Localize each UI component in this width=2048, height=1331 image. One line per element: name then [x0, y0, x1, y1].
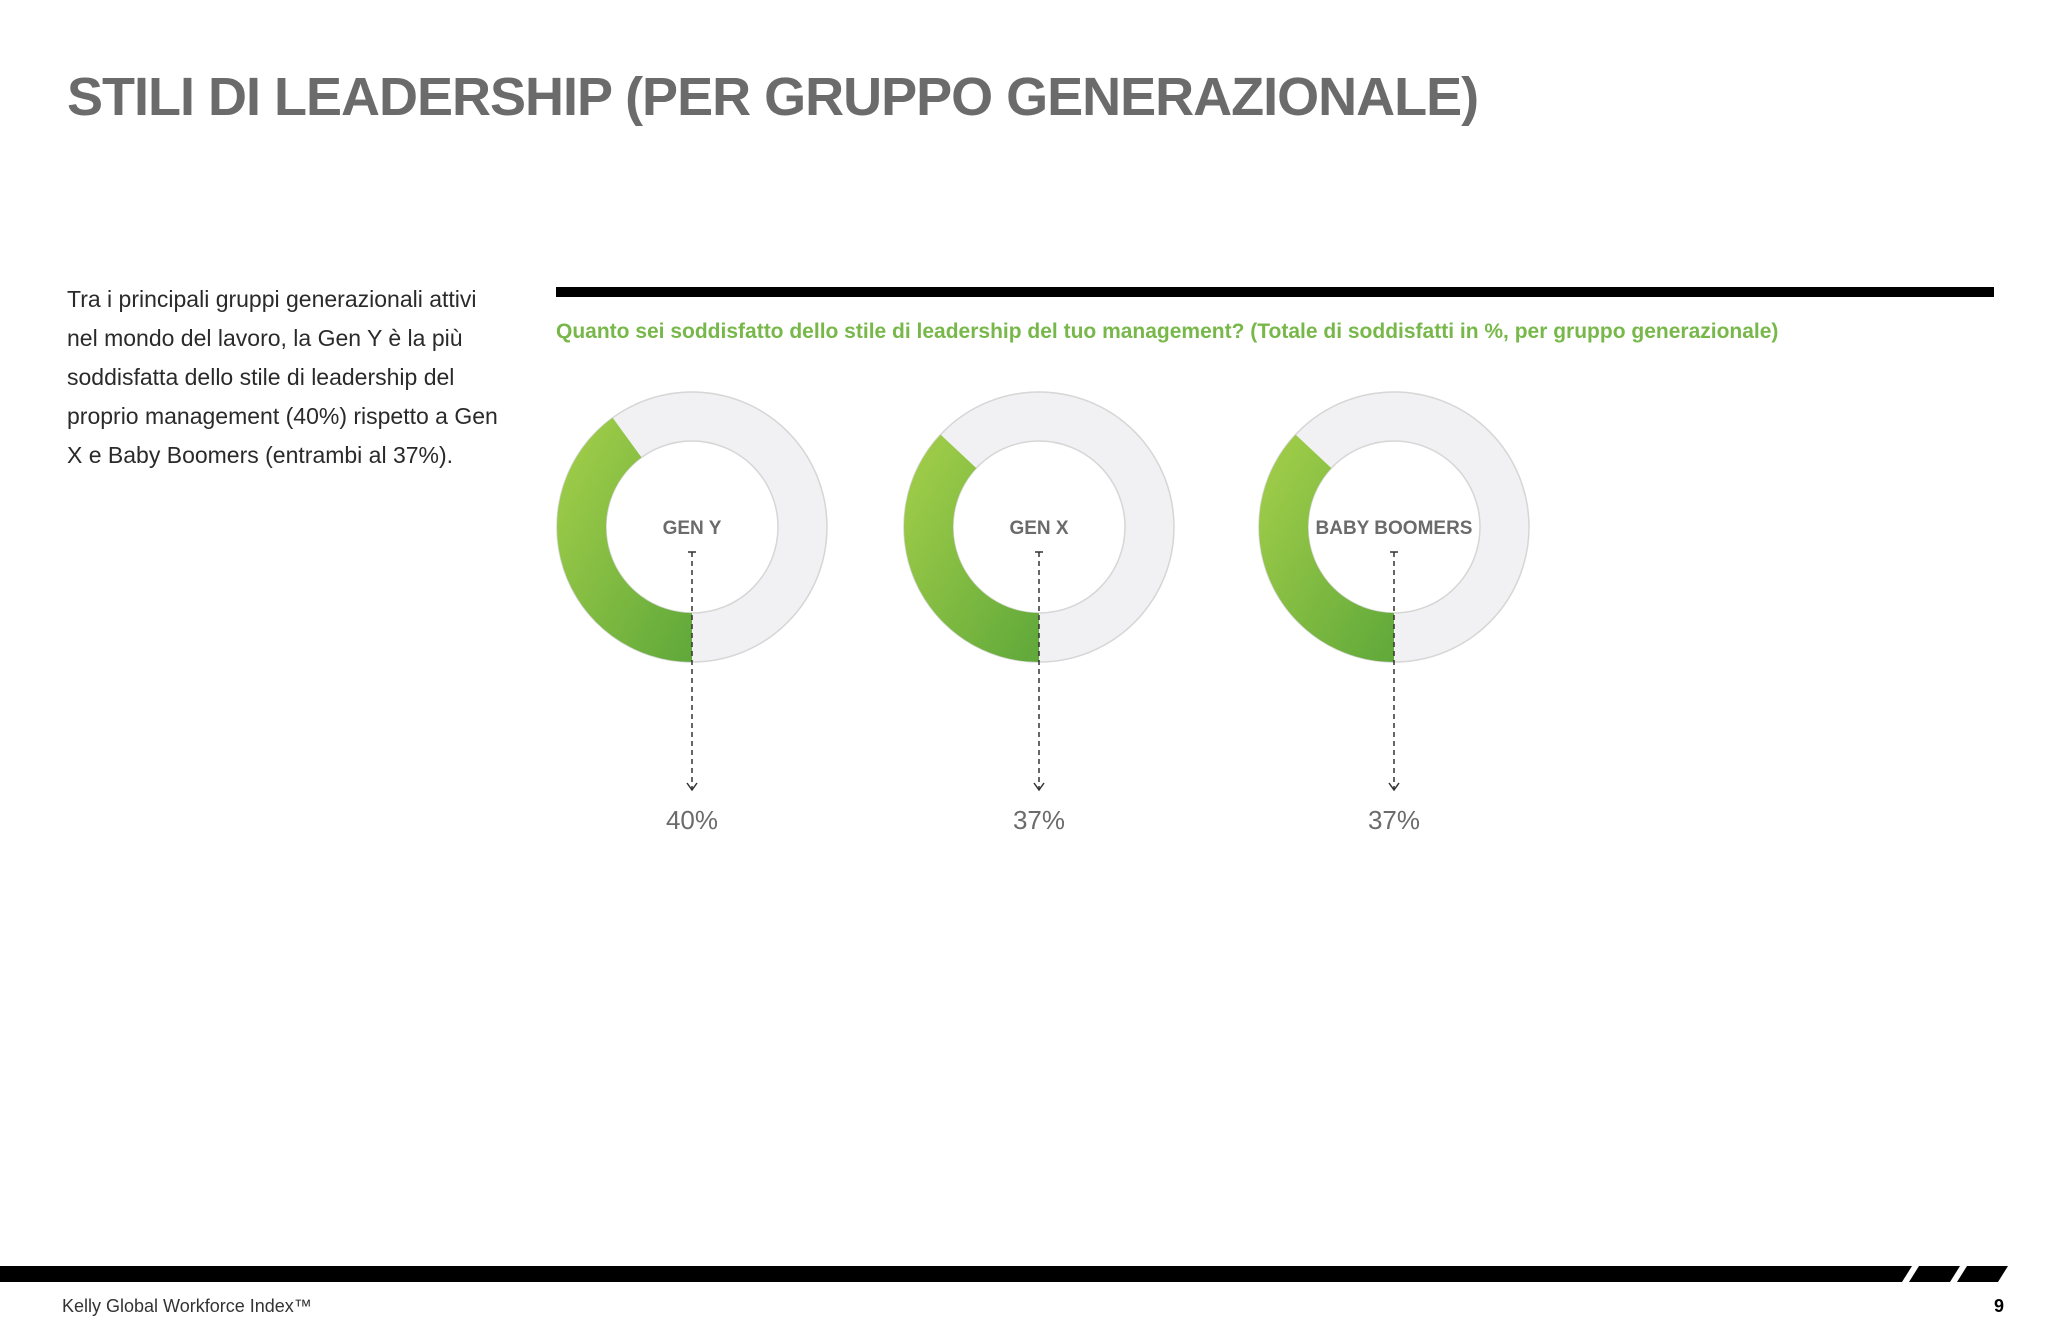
donut-segment-gen-y: [557, 417, 692, 662]
donut-value-label: 37%: [1013, 805, 1065, 835]
footer-brand: Kelly Global Workforce Index™: [62, 1296, 312, 1316]
donut-center-label: BABY BOOMERS: [1316, 518, 1473, 539]
page-number: 9: [1993, 1296, 2004, 1316]
donut-center-label: GEN Y: [663, 518, 722, 539]
donut-value-label: 40%: [666, 805, 718, 835]
pointer-arrowhead: [686, 782, 698, 792]
page-title: STILI DI LEADERSHIP (PER GRUPPO GENERAZI…: [67, 67, 1479, 127]
chart-top-rule: [556, 287, 1994, 297]
intro-text: Tra i principali gruppi generazionali at…: [67, 286, 498, 468]
donut-charts: GEN Y 40% GEN X 37% BABY BOOMERS 37%: [556, 391, 1530, 835]
donut-segment-gen-x: [903, 434, 1039, 662]
donut-value-label: 37%: [1368, 805, 1420, 835]
donut-segment-baby-boomers: [1258, 434, 1394, 662]
donut-center-label: GEN X: [1009, 518, 1068, 539]
chart-question: Quanto sei soddisfatto dello stile di le…: [556, 320, 1779, 343]
pointer-arrowhead: [1388, 782, 1400, 792]
pointer-arrowhead: [1033, 782, 1045, 792]
